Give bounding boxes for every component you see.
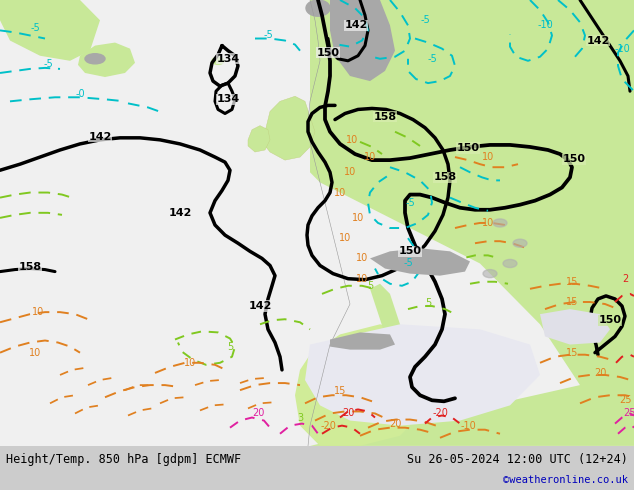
Text: 158: 158	[18, 262, 42, 271]
Text: 10: 10	[344, 167, 356, 177]
Text: Su 26-05-2024 12:00 UTC (12+24): Su 26-05-2024 12:00 UTC (12+24)	[407, 453, 628, 466]
Text: -5: -5	[403, 259, 413, 269]
Text: 150: 150	[399, 246, 422, 256]
Text: -5: -5	[43, 59, 53, 69]
Text: 10: 10	[184, 358, 196, 368]
Text: 10: 10	[352, 213, 364, 223]
Polygon shape	[370, 284, 415, 395]
Text: -5: -5	[420, 15, 430, 25]
Text: 150: 150	[598, 315, 621, 325]
Text: -5: -5	[405, 197, 415, 208]
Text: 134: 134	[216, 54, 240, 64]
Text: 10: 10	[364, 152, 376, 162]
Text: 150: 150	[316, 48, 339, 58]
Polygon shape	[540, 309, 610, 344]
Text: 134: 134	[216, 94, 240, 104]
Text: 3: 3	[297, 413, 303, 422]
Text: 10: 10	[346, 135, 358, 145]
Ellipse shape	[340, 9, 356, 21]
Text: 142: 142	[249, 301, 272, 311]
Text: 10: 10	[482, 152, 494, 162]
Text: 20: 20	[342, 409, 354, 418]
Polygon shape	[330, 332, 395, 350]
Text: 15: 15	[566, 277, 578, 287]
Polygon shape	[295, 324, 440, 446]
Ellipse shape	[503, 259, 517, 268]
Ellipse shape	[483, 270, 497, 278]
Text: -10: -10	[614, 44, 630, 53]
Text: ©weatheronline.co.uk: ©weatheronline.co.uk	[503, 475, 628, 485]
Text: 142: 142	[586, 36, 610, 46]
Text: 150: 150	[562, 154, 586, 164]
Text: 150: 150	[456, 143, 479, 153]
Polygon shape	[305, 324, 540, 426]
Text: 5: 5	[425, 298, 431, 308]
Text: -5: -5	[30, 24, 40, 33]
Polygon shape	[310, 0, 450, 117]
Text: -0: -0	[75, 89, 85, 99]
Ellipse shape	[493, 219, 507, 227]
Text: 20: 20	[252, 409, 264, 418]
Text: 10: 10	[32, 307, 44, 317]
Text: 10: 10	[334, 188, 346, 197]
Text: 158: 158	[434, 172, 456, 182]
Text: -20: -20	[432, 409, 448, 418]
Text: -5: -5	[263, 30, 273, 41]
Text: 15: 15	[334, 386, 346, 396]
Text: 25: 25	[624, 409, 634, 418]
Text: -10: -10	[460, 420, 476, 431]
Text: -5: -5	[427, 54, 437, 64]
Ellipse shape	[306, 0, 330, 16]
Text: 142: 142	[88, 132, 112, 142]
Text: 10: 10	[29, 348, 41, 358]
Text: Height/Temp. 850 hPa [gdpm] ECMWF: Height/Temp. 850 hPa [gdpm] ECMWF	[6, 453, 241, 466]
Polygon shape	[262, 96, 315, 160]
Polygon shape	[0, 0, 100, 61]
Polygon shape	[330, 0, 395, 81]
Text: 15: 15	[566, 348, 578, 358]
Ellipse shape	[212, 57, 224, 64]
Text: 142: 142	[344, 21, 368, 30]
Text: 10: 10	[356, 274, 368, 284]
Polygon shape	[310, 0, 634, 446]
Text: 25: 25	[619, 395, 631, 405]
Text: 20: 20	[389, 418, 401, 429]
Text: -20: -20	[320, 420, 336, 431]
Text: 10: 10	[482, 218, 494, 228]
Polygon shape	[370, 248, 470, 276]
Text: 5: 5	[367, 281, 373, 291]
Polygon shape	[580, 284, 634, 365]
Polygon shape	[78, 43, 135, 77]
Text: 10: 10	[356, 253, 368, 264]
Polygon shape	[0, 0, 634, 446]
Text: -10: -10	[537, 21, 553, 30]
Ellipse shape	[85, 54, 105, 64]
Text: 2: 2	[622, 274, 628, 284]
Ellipse shape	[350, 0, 370, 10]
Text: 142: 142	[168, 208, 191, 218]
Text: 158: 158	[373, 112, 396, 122]
Text: 15: 15	[566, 297, 578, 307]
Text: 5: 5	[227, 342, 233, 352]
Text: 10: 10	[339, 233, 351, 243]
Text: 20: 20	[594, 368, 606, 378]
Polygon shape	[248, 125, 270, 152]
Ellipse shape	[513, 239, 527, 247]
